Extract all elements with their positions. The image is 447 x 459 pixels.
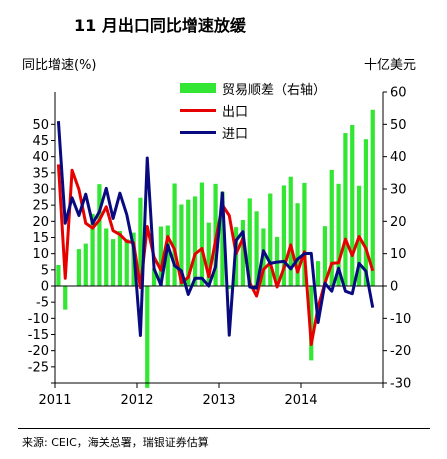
left-axis-tick-label: -10 — [28, 312, 49, 327]
trade-balance-bar — [90, 213, 95, 286]
trade-balance-bar — [268, 193, 273, 286]
trade-balance-bar — [281, 185, 287, 286]
trade-balance-bar — [165, 225, 170, 286]
trade-balance-bar — [220, 191, 225, 286]
footer-divider — [18, 428, 430, 429]
legend-item-imports: 进口 — [180, 123, 249, 142]
left-axis-tick-label: 35 — [32, 166, 49, 181]
trade-balance-bar — [288, 176, 293, 286]
source-note: 来源: CEIC，海关总署，瑞银证券估算 — [22, 436, 209, 449]
imports-line — [56, 120, 375, 337]
trade-balance-bar — [302, 182, 307, 286]
trade-balance-bar — [63, 286, 68, 310]
right-axis-tick-label: -30 — [390, 377, 411, 392]
left-axis-tick-label: 15 — [32, 231, 49, 246]
legend-swatch-imports — [180, 130, 216, 134]
right-axis-tick-label: 40 — [390, 150, 407, 165]
right-axis-tick-label: -20 — [390, 344, 411, 359]
trade-balance-bar — [179, 204, 184, 286]
left-axis-tick-label: 45 — [32, 134, 49, 149]
left-axis-tick-label: -15 — [28, 328, 49, 343]
left-axis-tick-label: 5 — [41, 263, 49, 278]
trade-balance-bar — [363, 139, 369, 286]
legend-label-imports: 进口 — [222, 126, 249, 142]
x-axis-tick-label: 2012 — [120, 393, 153, 408]
trade-balance-bar — [83, 243, 88, 286]
trade-balance-bar — [151, 268, 157, 286]
trade-balance-bar — [186, 199, 191, 286]
right-axis-tick-label: -10 — [390, 312, 411, 327]
right-axis-tick-label: 10 — [390, 247, 407, 262]
trade-balance-bar — [336, 183, 341, 286]
trade-balance-bar — [322, 226, 328, 286]
left-axis-tick-label: 30 — [32, 183, 49, 198]
trade-balance-bar — [343, 133, 348, 286]
trade-balance-bar — [329, 169, 334, 286]
left-axis-tick-label: 40 — [32, 150, 49, 165]
exports-line — [56, 164, 375, 347]
legend-swatch-trade-balance — [180, 83, 216, 93]
legend-label-exports: 出口 — [222, 104, 249, 120]
right-axis-tick-label: 20 — [390, 215, 407, 230]
trade-balance-bar — [192, 196, 198, 286]
left-axis-tick-label: -5 — [36, 296, 49, 311]
trade-balance-bar — [145, 286, 150, 388]
trade-balance-bar — [172, 183, 177, 286]
chart-plot: -25-20-15-10-505101520253035404550-30-20… — [28, 86, 411, 409]
x-axis-tick-label: 2014 — [284, 393, 317, 408]
trade-balance-bar — [315, 261, 321, 286]
right-axis-tick-label: 50 — [390, 118, 407, 133]
trade-balance-bar — [247, 198, 252, 286]
trade-balance-bar — [309, 286, 314, 361]
right-axis-unit-label: 十亿美元 — [364, 58, 417, 73]
trade-balance-bar — [76, 249, 82, 286]
left-axis-tick-label: 10 — [32, 247, 49, 262]
right-axis-tick-label: 30 — [390, 183, 407, 198]
legend-item-trade-balance: 贸易顺差（右轴） — [180, 79, 327, 98]
left-axis-tick-label: -20 — [28, 344, 49, 359]
left-axis-tick-label: 0 — [41, 280, 49, 295]
legend-swatch-exports — [180, 108, 216, 112]
trade-balance-bar — [227, 286, 232, 289]
right-axis-tick-label: 0 — [390, 280, 398, 295]
left-axis-tick-label: 20 — [32, 215, 49, 230]
trade-balance-bar — [104, 228, 109, 286]
x-axis-tick-label: 2013 — [202, 393, 235, 408]
trade-balance-bar — [117, 231, 123, 286]
trade-balance-bar — [56, 264, 61, 286]
right-axis-tick-label: 60 — [390, 86, 407, 101]
left-axis-tick-label: 50 — [32, 118, 49, 133]
trade-balance-bar — [206, 222, 211, 286]
trade-balance-bar — [254, 211, 259, 286]
legend-label-trade-balance: 贸易顺差（右轴） — [222, 82, 327, 98]
trade-balance-bar — [240, 220, 246, 286]
trade-balance-bar — [110, 239, 116, 286]
trade-balance-bar — [158, 226, 164, 286]
trade-balance-bar — [199, 182, 205, 286]
chart-title: 11 月出口同比增速放缓 — [74, 16, 246, 35]
trade-balance-bar — [124, 239, 129, 286]
trade-balance-bar — [350, 124, 355, 286]
left-axis-unit-label: 同比增速(%) — [22, 58, 97, 73]
left-axis-tick-label: 25 — [32, 199, 49, 214]
trade-balance-bar — [138, 197, 143, 286]
x-axis-tick-label: 2011 — [38, 393, 71, 408]
legend-item-exports: 出口 — [180, 101, 249, 120]
trade-balance-bar — [295, 203, 300, 286]
trade-balance-bar — [97, 184, 102, 286]
trade-balance-bar — [370, 109, 375, 286]
left-axis-tick-label: -25 — [28, 360, 49, 375]
